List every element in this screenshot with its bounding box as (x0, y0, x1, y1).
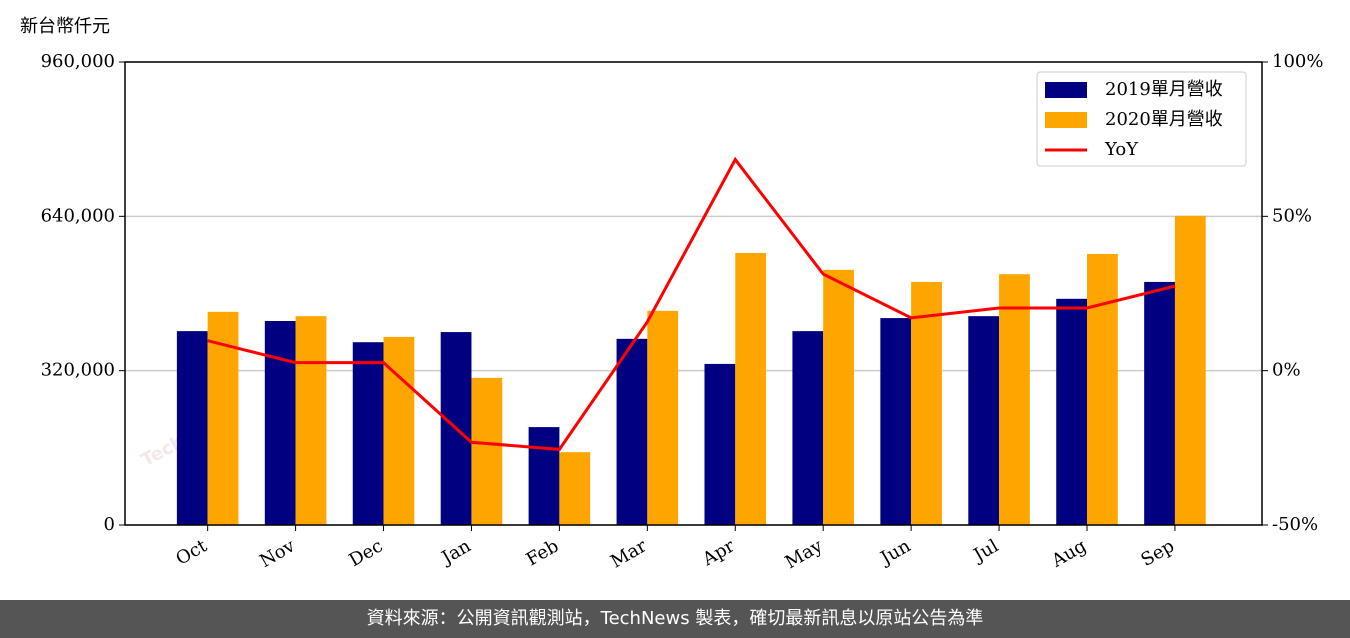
x-tick-label: Jan (437, 535, 475, 569)
legend-label: 2019單月營收 (1105, 79, 1223, 100)
bar (1174, 215, 1206, 525)
bar (704, 363, 736, 525)
x-tick-label: Oct (172, 535, 211, 570)
x-tick-label: Jul (969, 535, 1003, 567)
bar (999, 274, 1030, 525)
line (207, 156, 1176, 451)
legend-label: YoY (1104, 139, 1139, 160)
plot-frame (124, 61, 1263, 526)
unit-label: 新台幣仟元 (20, 16, 110, 37)
y-tick-label: 320,000 (41, 360, 115, 381)
legend-swatch (1045, 112, 1087, 128)
bar (352, 342, 384, 525)
bar (471, 377, 503, 525)
x-tick-label: May (782, 535, 827, 573)
bar (616, 338, 648, 525)
bar (528, 427, 560, 525)
y2-tick-label: -50% (1272, 514, 1318, 535)
footer: 資料來源：公開資訊觀測站，TechNews 製表，確切最新訊息以原站公告為準 (367, 608, 984, 629)
bar (735, 252, 767, 526)
x-tick-label: Apr (698, 535, 738, 570)
bar (176, 331, 208, 525)
bar (647, 310, 679, 525)
legend-swatch (1045, 82, 1087, 98)
bar (968, 316, 1000, 525)
x-tick-label: Feb (523, 535, 563, 570)
x-tick-label: Aug (1047, 535, 1090, 572)
y-tick-label: 0 (104, 514, 115, 535)
x-tick-label: Jun (876, 535, 915, 570)
x-tick-label: Nov (256, 535, 299, 572)
legend-box (1036, 71, 1247, 167)
y2-tick-label: 0% (1272, 360, 1301, 381)
bar (1144, 281, 1175, 525)
bar (792, 331, 824, 525)
footer-band (0, 600, 1350, 638)
x-tick-label: Dec (346, 535, 387, 571)
legend-label: 2020單月營收 (1105, 109, 1223, 130)
bar (1087, 253, 1118, 525)
x-tick-label: Sep (1138, 535, 1178, 570)
y2-tick-label: 100% (1272, 51, 1323, 72)
x-tick-label: Mar (607, 535, 651, 572)
bar (911, 281, 942, 525)
bar (264, 320, 296, 525)
y-tick-label: 960,000 (41, 51, 115, 72)
bar (559, 452, 591, 525)
bar (295, 316, 327, 525)
bar (1056, 298, 1088, 525)
bar (880, 318, 912, 525)
y2-tick-label: 50% (1272, 205, 1312, 226)
bar (823, 269, 854, 525)
y-tick-label: 640,000 (41, 205, 115, 226)
